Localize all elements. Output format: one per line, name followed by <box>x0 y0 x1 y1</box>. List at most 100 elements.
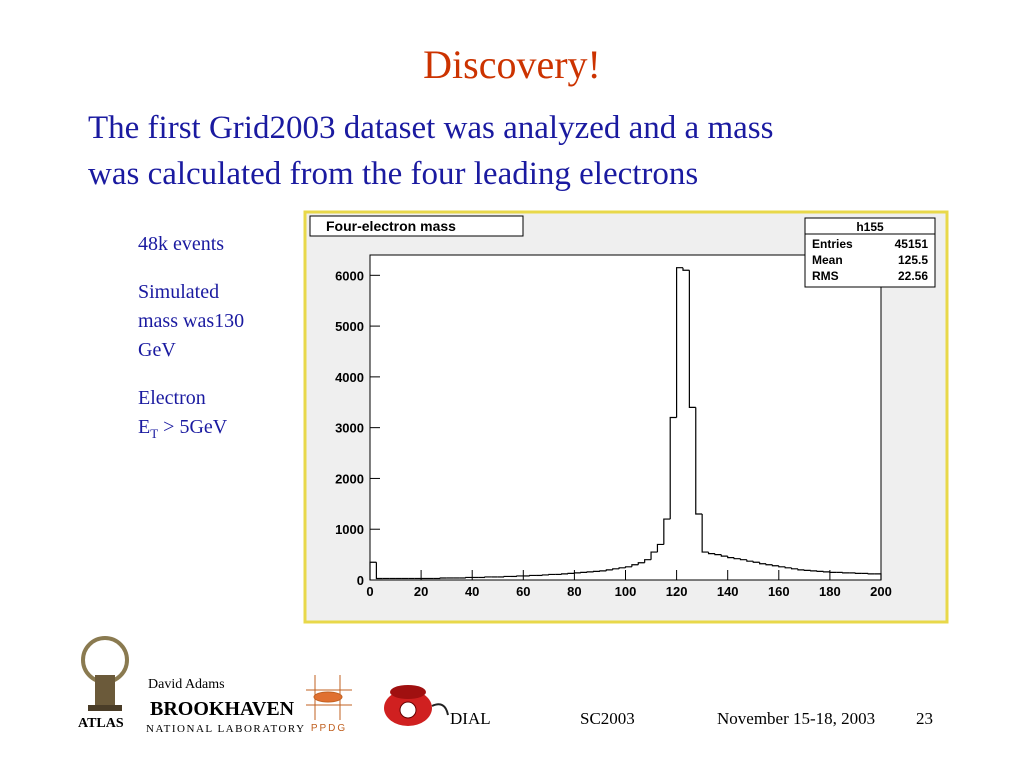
y-tick-label: 4000 <box>335 370 364 385</box>
stats-value: 22.56 <box>898 269 928 283</box>
histogram-bin <box>592 570 600 572</box>
chart-title: Four-electron mass <box>326 218 456 234</box>
atlas-logo <box>81 636 129 711</box>
slide-title: Discovery! <box>423 42 601 87</box>
footer-date: November 15-18, 2003 <box>717 709 875 728</box>
y-tick-label: 0 <box>357 573 364 588</box>
histogram-bin <box>465 576 473 579</box>
histogram-bin <box>503 575 511 578</box>
histogram-bin <box>484 576 492 578</box>
histogram-bin <box>541 574 549 576</box>
y-tick-label: 5000 <box>335 319 364 334</box>
histogram-bin <box>739 558 747 561</box>
histogram-bin <box>669 416 677 520</box>
stats-box <box>804 217 936 288</box>
histogram-bin <box>567 572 575 574</box>
histogram-bin <box>810 570 818 572</box>
note: GeV <box>138 339 176 361</box>
stats-label: Entries <box>812 237 853 251</box>
x-tick-label: 140 <box>717 584 739 599</box>
bnl-logo-sub: NATIONAL LABORATORY <box>146 723 306 735</box>
stats-label: RMS <box>812 269 839 283</box>
x-tick-label: 20 <box>414 584 428 599</box>
histogram-bin <box>580 571 588 573</box>
note: Simulated <box>138 281 219 303</box>
histogram-bin <box>618 567 626 569</box>
histogram-bin <box>752 561 760 563</box>
histogram-bin <box>803 569 811 571</box>
stats-title: h155 <box>856 220 884 234</box>
histogram-bin <box>842 572 850 574</box>
x-tick-label: 200 <box>870 584 892 599</box>
note-subscript: T <box>150 426 158 441</box>
note: > 5GeV <box>163 416 228 438</box>
bnl-logo: BROOKHAVEN <box>150 698 295 720</box>
x-tick-label: 0 <box>366 584 373 599</box>
histogram-bin <box>624 566 632 568</box>
histogram-bin <box>682 267 690 271</box>
histogram-bin <box>516 575 524 577</box>
histogram-bin <box>561 573 569 575</box>
atlas-label: ATLAS <box>78 716 124 731</box>
note: 48k events <box>138 233 224 255</box>
histogram-bin <box>771 564 779 567</box>
x-tick-label: 80 <box>567 584 581 599</box>
histogram-bin <box>656 543 664 553</box>
histogram-bin <box>778 565 786 568</box>
histogram-bin <box>797 568 805 571</box>
x-tick-label: 100 <box>615 584 637 599</box>
histogram-bin <box>631 564 639 567</box>
y-tick-label: 1000 <box>335 522 364 537</box>
ppdg-label: PPDG <box>311 723 347 734</box>
histogram-bin <box>829 571 837 573</box>
note: mass was130 <box>138 310 244 332</box>
x-tick-label: 60 <box>516 584 530 599</box>
histogram-bin <box>874 573 882 580</box>
y-tick-label: 6000 <box>335 268 364 283</box>
histogram-bin <box>599 570 607 572</box>
y-tick-label: 2000 <box>335 471 364 486</box>
histogram-bin <box>720 554 728 557</box>
histogram-bin <box>695 407 703 515</box>
stats-label: Mean <box>812 253 843 267</box>
chart-title-box <box>309 215 524 237</box>
histogram-bin <box>612 568 620 570</box>
footer-event: SC2003 <box>580 709 635 728</box>
phone-icon <box>384 685 449 726</box>
x-tick-label: 120 <box>666 584 688 599</box>
histogram-bin <box>375 562 383 580</box>
y-tick-label: 3000 <box>335 421 364 436</box>
histogram-bin <box>586 571 594 573</box>
note: ET > 5GeV <box>138 416 228 441</box>
ppdg-logo <box>306 675 352 720</box>
histogram-bin <box>548 573 556 576</box>
x-tick-label: 40 <box>465 584 479 599</box>
author: David Adams <box>148 677 225 692</box>
histogram-bin <box>759 562 767 565</box>
note: Electron <box>138 387 206 409</box>
histogram-bin <box>676 267 683 418</box>
footer-page: 23 <box>916 709 933 728</box>
histogram-bin <box>790 567 798 570</box>
histogram-bin <box>605 569 613 571</box>
histogram-bin <box>644 559 652 563</box>
histogram-bin <box>746 559 754 562</box>
histogram-bin <box>663 518 671 545</box>
histogram-bin <box>727 556 735 559</box>
histogram-bin <box>816 570 824 572</box>
histogram-bin <box>854 572 862 574</box>
histogram-bin <box>784 566 792 569</box>
body-line: The first Grid2003 dataset was analyzed … <box>88 110 773 146</box>
histogram-bin <box>707 552 715 555</box>
x-tick-label: 160 <box>768 584 790 599</box>
stats-value: 45151 <box>895 237 929 251</box>
body-line: was calculated from the four leading ele… <box>88 156 698 192</box>
histogram-bin <box>529 574 537 577</box>
histogram-bin <box>733 557 741 560</box>
histogram-bin <box>765 563 773 566</box>
note-symbol: E <box>138 416 150 438</box>
x-tick-label: 180 <box>819 584 841 599</box>
footer-project: DIAL <box>450 709 491 728</box>
